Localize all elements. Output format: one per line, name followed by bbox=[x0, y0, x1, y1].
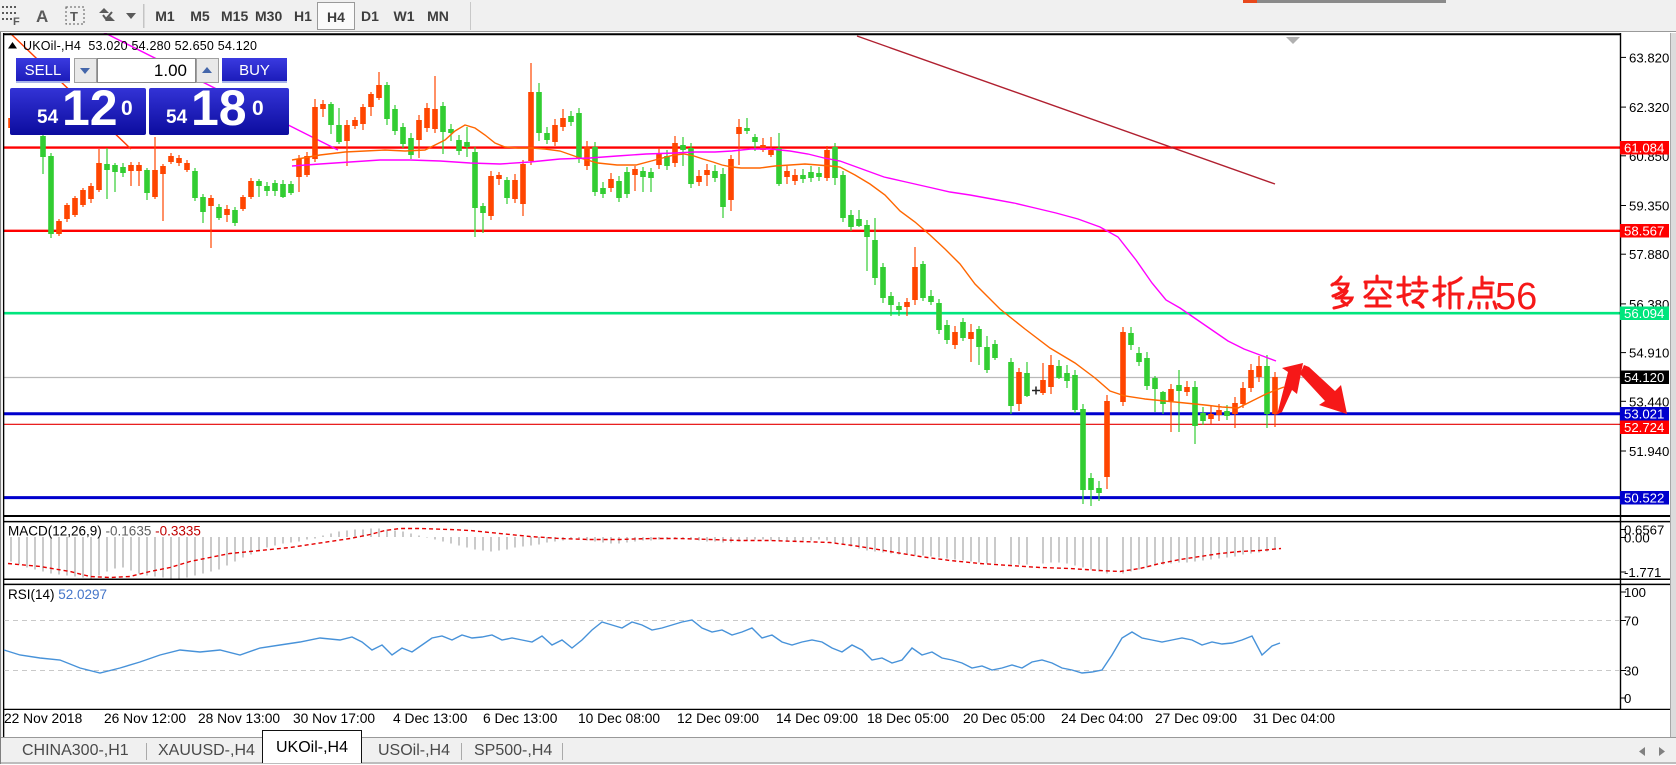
svg-text:56.094: 56.094 bbox=[1624, 306, 1664, 321]
svg-text:-1.771: -1.771 bbox=[1624, 565, 1661, 580]
svg-text:54.910: 54.910 bbox=[1629, 346, 1669, 361]
svg-text:0: 0 bbox=[1624, 691, 1631, 706]
svg-text:4 Dec 13:00: 4 Dec 13:00 bbox=[393, 711, 468, 726]
svg-text:54.120: 54.120 bbox=[1624, 370, 1664, 385]
svg-text:26 Nov 12:00: 26 Nov 12:00 bbox=[104, 711, 186, 726]
svg-text:62.320: 62.320 bbox=[1629, 100, 1669, 115]
svg-text:52.724: 52.724 bbox=[1624, 420, 1664, 435]
svg-text:51.940: 51.940 bbox=[1629, 444, 1669, 459]
svg-text:A: A bbox=[36, 7, 48, 26]
svg-text:31 Dec 04:00: 31 Dec 04:00 bbox=[1253, 711, 1335, 726]
svg-text:30 Nov 17:00: 30 Nov 17:00 bbox=[293, 711, 375, 726]
svg-text:MACD(12,26,9) -0.1635 -0.3335: MACD(12,26,9) -0.1635 -0.3335 bbox=[8, 524, 201, 539]
svg-text:28 Nov 13:00: 28 Nov 13:00 bbox=[198, 711, 280, 726]
svg-text:F: F bbox=[13, 16, 20, 28]
svg-text:56: 56 bbox=[1495, 276, 1537, 318]
svg-text:0.00: 0.00 bbox=[1624, 531, 1650, 546]
svg-text:27 Dec 09:00: 27 Dec 09:00 bbox=[1155, 711, 1237, 726]
svg-text:57.880: 57.880 bbox=[1629, 247, 1669, 262]
svg-text:61.084: 61.084 bbox=[1624, 140, 1664, 155]
svg-text:14 Dec 09:00: 14 Dec 09:00 bbox=[776, 711, 858, 726]
svg-text:0.6567: 0.6567 bbox=[1624, 523, 1664, 538]
svg-text:53.021: 53.021 bbox=[1624, 406, 1664, 421]
svg-text:30: 30 bbox=[1624, 664, 1639, 679]
svg-text:T: T bbox=[70, 9, 78, 24]
svg-text:22 Nov 2018: 22 Nov 2018 bbox=[4, 711, 83, 726]
svg-text:53.440: 53.440 bbox=[1629, 394, 1669, 409]
svg-text:RSI(14) 52.0297: RSI(14) 52.0297 bbox=[8, 587, 107, 602]
svg-text:18 Dec 05:00: 18 Dec 05:00 bbox=[867, 711, 949, 726]
svg-text:12 Dec 09:00: 12 Dec 09:00 bbox=[677, 711, 759, 726]
svg-text:70: 70 bbox=[1624, 614, 1639, 629]
svg-text:58.567: 58.567 bbox=[1624, 223, 1664, 238]
svg-text:24 Dec 04:00: 24 Dec 04:00 bbox=[1061, 711, 1143, 726]
svg-text:100: 100 bbox=[1624, 585, 1646, 600]
svg-text:10 Dec 08:00: 10 Dec 08:00 bbox=[578, 711, 660, 726]
svg-text:20 Dec 05:00: 20 Dec 05:00 bbox=[963, 711, 1045, 726]
svg-text:6 Dec 13:00: 6 Dec 13:00 bbox=[483, 711, 558, 726]
svg-text:63.820: 63.820 bbox=[1629, 50, 1669, 65]
svg-text:50.522: 50.522 bbox=[1624, 490, 1664, 505]
svg-text:59.350: 59.350 bbox=[1629, 199, 1669, 214]
